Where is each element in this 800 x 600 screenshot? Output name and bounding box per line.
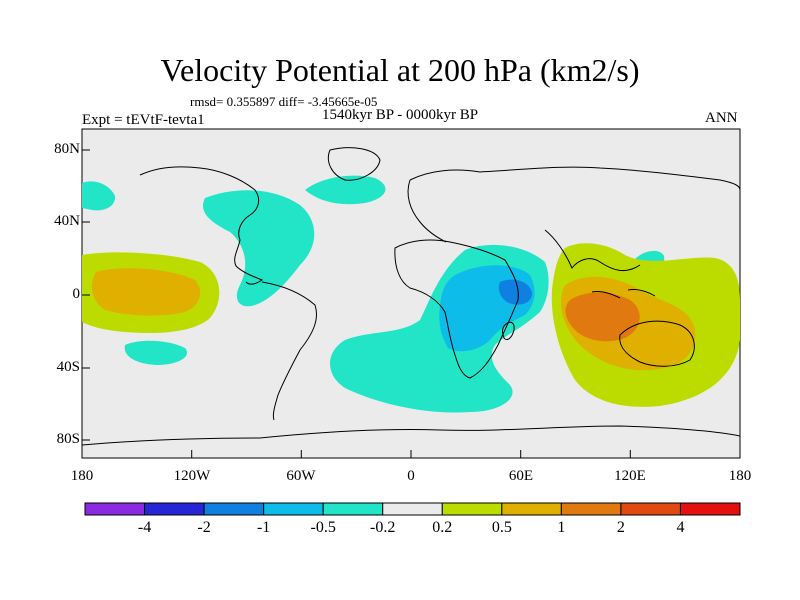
axis-ticks — [81, 149, 741, 458]
coastlines — [82, 147, 740, 446]
field-neg-atlantic — [202, 190, 315, 307]
colorbar-label: -4 — [137, 519, 152, 536]
colorbar-box — [382, 502, 443, 516]
lon-tick-120w: 120W — [173, 468, 211, 484]
field-neg-npacific-west — [82, 181, 116, 211]
colorbar-box — [679, 502, 741, 516]
lat-tick-80s: 80S — [56, 431, 80, 447]
field-neg-spacific — [124, 340, 188, 365]
lat-tick-40s: 40S — [56, 359, 80, 375]
lat-tick-0: 0 — [72, 286, 81, 302]
field-pos-eastpac-core — [91, 268, 201, 316]
colorbar-box — [560, 502, 622, 516]
colorbar-box — [322, 502, 384, 516]
colorbar-box — [620, 502, 681, 516]
colorbar-label: -2 — [197, 519, 211, 536]
colorbar-box — [501, 502, 562, 516]
lat-tick-80n: 80N — [54, 141, 80, 157]
colorbar-box — [203, 502, 265, 516]
colorbar-label: 1 — [557, 519, 566, 536]
field-pos-westpac-core — [565, 292, 640, 342]
colorbar-label: 2 — [616, 519, 625, 536]
colorbar-box — [263, 502, 324, 516]
lon-tick-120e: 120E — [614, 468, 646, 484]
lon-tick-180w: 180 — [70, 468, 94, 484]
colorbar-box — [441, 502, 503, 516]
lon-tick-60w: 60W — [286, 468, 316, 484]
colorbar-box — [84, 502, 146, 516]
lon-tick-180e: 180 — [728, 468, 752, 484]
field-neg-africa-core — [498, 279, 532, 305]
colorbar-label: -1 — [256, 519, 271, 536]
colorbar-label: 0.5 — [491, 519, 512, 536]
colorbar-label: 0.2 — [432, 519, 453, 536]
field-neg-greenland — [305, 175, 386, 205]
colorbar-label: 4 — [676, 519, 685, 536]
colorbar-label: -0.2 — [370, 519, 396, 536]
anomaly-fields — [82, 175, 740, 413]
lat-tick-40n: 40N — [54, 213, 80, 229]
lon-tick-60e: 60E — [508, 468, 534, 484]
colorbar — [84, 502, 741, 516]
experiment-label: Expt = tEVtF-tevta1 — [82, 112, 205, 128]
colorbar-label: -0.5 — [310, 519, 336, 536]
stats-line: rmsd= 0.355897 diff= -3.45665e-05 — [190, 94, 378, 109]
lon-tick-0: 0 — [407, 468, 415, 484]
colorbar-box — [144, 502, 205, 516]
period-label: 1540kyr BP - 0000kyr BP — [322, 107, 479, 123]
map-title: Velocity Potential at 200 hPa (km2/s) — [160, 52, 640, 88]
season-label: ANN — [705, 110, 738, 126]
